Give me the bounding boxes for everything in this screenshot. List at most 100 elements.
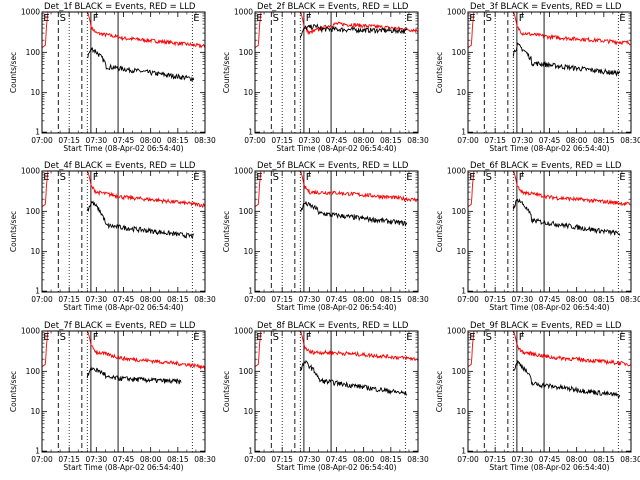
y-axis-label: Counts/sec xyxy=(435,371,444,412)
event-marker-label: F xyxy=(519,332,525,343)
lld-series-line xyxy=(42,331,205,371)
event-marker-label: F xyxy=(93,13,99,24)
x-tick-label: 08:00 xyxy=(140,295,162,304)
x-tick-label: 07:15 xyxy=(58,455,80,464)
x-tick-label: 08:00 xyxy=(353,136,375,145)
x-tick-label: 07:15 xyxy=(271,295,293,304)
event-marker-label: S xyxy=(486,332,492,343)
x-tick-label: 08:15 xyxy=(593,295,615,304)
event-marker-label: S xyxy=(60,332,66,343)
x-tick-label: 08:15 xyxy=(167,136,189,145)
x-tick-label: 08:15 xyxy=(167,455,189,464)
event-marker-label: E xyxy=(193,172,199,183)
y-axis-label: Counts/sec xyxy=(435,52,444,93)
event-marker-label: S xyxy=(60,172,66,183)
x-axis-label: Start Time (08-Apr-02 06:54:40) xyxy=(276,463,396,472)
y-tick-label: 100 xyxy=(26,48,41,57)
event-marker-label: E xyxy=(619,172,625,183)
event-marker-label: F xyxy=(93,332,99,343)
x-tick-label: 07:15 xyxy=(58,295,80,304)
event-marker-label: E xyxy=(256,332,262,343)
event-marker-label: E xyxy=(619,332,625,343)
x-tick-label: 07:00 xyxy=(31,136,53,145)
events-series-line xyxy=(512,42,621,77)
x-tick-label: 08:00 xyxy=(566,136,588,145)
x-axis-label: Start Time (08-Apr-02 06:54:40) xyxy=(63,303,183,312)
panel-8: Det_8f BLACK = Events, RED = LLD 1 10 100 10… xyxy=(222,321,429,472)
y-tick-label: 1 xyxy=(461,447,466,456)
x-tick-label: 08:15 xyxy=(380,136,402,145)
panel-7: Det_7f BLACK = Events, RED = LLD 1 10 100 10… xyxy=(9,321,216,472)
event-marker-label: E xyxy=(406,172,412,183)
y-tick-label: 100 xyxy=(239,48,254,57)
y-tick-label: 10 xyxy=(30,247,40,256)
y-tick-label: 1 xyxy=(35,128,40,137)
x-tick-label: 07:45 xyxy=(539,455,561,464)
panel-4: Det_4f BLACK = Events, RED = LLD 1 10 100 10… xyxy=(9,161,216,312)
y-axis-label: Counts/sec xyxy=(222,52,231,93)
x-tick-label: 07:30 xyxy=(299,295,321,304)
x-tick-label: 07:45 xyxy=(539,295,561,304)
panel-5: Det_5f BLACK = Events, RED = LLD 1 10 100 10… xyxy=(222,161,429,312)
y-tick-label: 10 xyxy=(243,407,253,416)
y-tick-label: 1000 xyxy=(21,167,40,176)
event-marker-label: S xyxy=(273,13,279,24)
event-marker-label: F xyxy=(93,172,99,183)
x-axis-label: Start Time (08-Apr-02 06:54:40) xyxy=(63,144,183,153)
x-tick-label: 08:00 xyxy=(353,455,375,464)
lld-series-line xyxy=(468,331,631,368)
event-marker-label: E xyxy=(43,13,49,24)
panel-title: Det_1f BLACK = Events, RED = LLD xyxy=(44,2,196,12)
x-tick-label: 07:30 xyxy=(86,295,108,304)
plot-frame xyxy=(41,170,206,293)
y-tick-label: 1000 xyxy=(21,327,40,336)
x-tick-label: 07:45 xyxy=(539,136,561,145)
x-tick-label: 07:00 xyxy=(457,136,479,145)
event-marker-label: E xyxy=(256,172,262,183)
y-tick-label: 100 xyxy=(26,207,41,216)
x-tick-label: 08:15 xyxy=(380,455,402,464)
panel-title: Det_5f BLACK = Events, RED = LLD xyxy=(257,161,409,171)
event-marker-label: S xyxy=(273,332,279,343)
x-axis-label: Start Time (08-Apr-02 06:54:40) xyxy=(63,463,183,472)
y-tick-label: 100 xyxy=(26,367,41,376)
x-tick-label: 08:30 xyxy=(407,295,429,304)
event-marker-label: F xyxy=(306,13,312,24)
x-tick-label: 08:30 xyxy=(620,295,640,304)
panel-title: Det_4f BLACK = Events, RED = LLD xyxy=(44,161,196,171)
y-tick-label: 1 xyxy=(461,128,466,137)
x-tick-label: 07:00 xyxy=(244,136,266,145)
x-tick-label: 08:30 xyxy=(620,455,640,464)
event-marker-label: F xyxy=(519,13,525,24)
event-marker-label: E xyxy=(619,13,625,24)
event-marker-label: S xyxy=(486,13,492,24)
events-series-line xyxy=(86,365,182,385)
event-marker-label: S xyxy=(60,13,66,24)
y-axis-label: Counts/sec xyxy=(222,211,231,252)
x-tick-label: 07:45 xyxy=(113,136,135,145)
x-tick-label: 07:30 xyxy=(299,136,321,145)
x-tick-label: 07:30 xyxy=(299,455,321,464)
events-series-line xyxy=(512,198,621,236)
event-marker-label: E xyxy=(193,332,199,343)
panel-1: Det_1f BLACK = Events, RED = LLD 1 10 100 10… xyxy=(9,2,216,153)
y-tick-label: 100 xyxy=(239,367,254,376)
x-tick-label: 08:15 xyxy=(593,136,615,145)
x-tick-label: 07:00 xyxy=(244,295,266,304)
lld-series-line xyxy=(42,171,205,208)
y-tick-label: 1000 xyxy=(21,8,40,17)
panel-title: Det_8f BLACK = Events, RED = LLD xyxy=(257,321,409,331)
x-tick-label: 07:45 xyxy=(326,136,348,145)
x-axis-label: Start Time (08-Apr-02 06:54:40) xyxy=(276,144,396,153)
plot-frame xyxy=(41,330,206,453)
lld-series-line xyxy=(255,12,418,49)
x-tick-label: 08:30 xyxy=(407,136,429,145)
lld-series-line xyxy=(468,171,631,208)
y-tick-label: 10 xyxy=(243,247,253,256)
event-marker-label: E xyxy=(43,332,49,343)
x-tick-label: 07:15 xyxy=(484,455,506,464)
y-tick-label: 1000 xyxy=(234,8,253,17)
x-tick-label: 07:30 xyxy=(86,136,108,145)
y-tick-label: 10 xyxy=(456,407,466,416)
